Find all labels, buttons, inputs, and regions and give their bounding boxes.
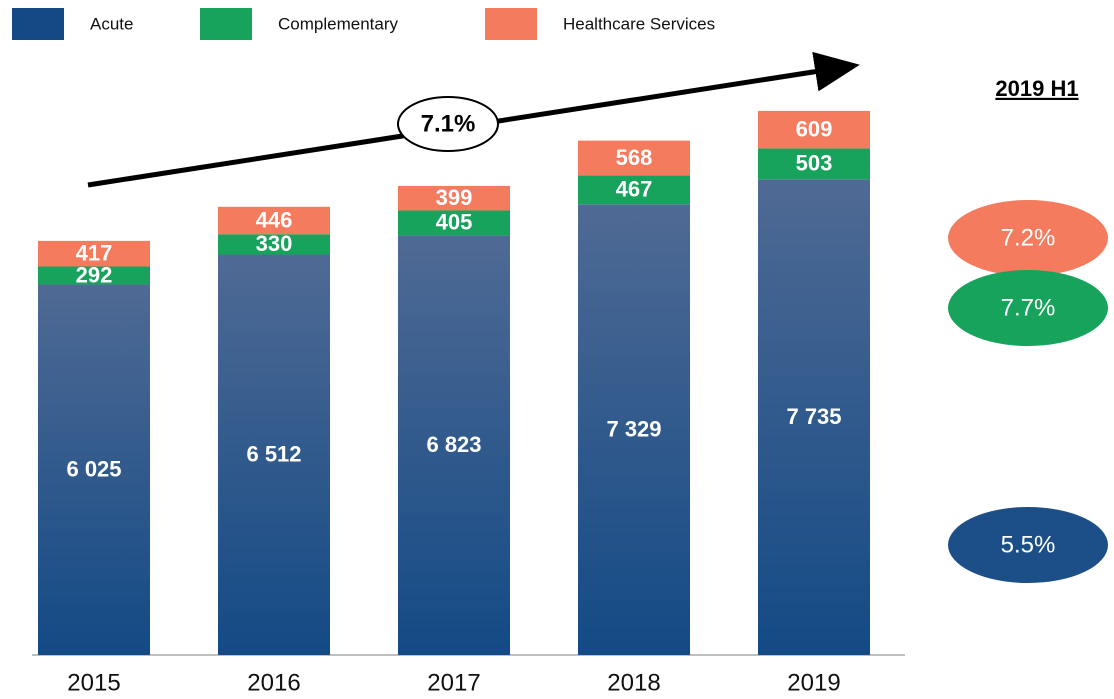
bar-segment [398, 185, 510, 211]
bar-segment [398, 235, 510, 655]
bar-segment [38, 284, 150, 655]
bar-segment [578, 175, 690, 205]
bar-segment [758, 148, 870, 180]
data-label: 6 823 [426, 432, 481, 457]
x-tick-label: 2018 [607, 669, 660, 696]
growth-label: 7.7% [1001, 294, 1056, 321]
growth-badge [948, 200, 1108, 276]
data-label: 446 [256, 207, 293, 232]
data-label: 399 [436, 185, 473, 210]
bar-segment [758, 110, 870, 149]
legend-label: Acute [90, 14, 133, 33]
bar-segment [38, 266, 150, 285]
legend-label: Healthcare Services [563, 14, 715, 33]
data-label: 568 [616, 145, 653, 170]
data-label: 503 [796, 151, 833, 176]
growth-badge [948, 270, 1108, 346]
data-label: 609 [796, 116, 833, 141]
growth-badge [948, 507, 1108, 583]
data-label: 417 [76, 240, 113, 265]
data-label: 405 [436, 210, 473, 235]
legend-swatch [485, 8, 537, 40]
bar-segment [218, 254, 330, 655]
data-label: 330 [256, 231, 293, 256]
bar-segment [758, 179, 870, 656]
x-tick-label: 2015 [67, 669, 120, 696]
legend-label: Complementary [278, 14, 398, 33]
data-label: 6 025 [66, 457, 121, 482]
x-tick-label: 2016 [247, 669, 300, 696]
legend-swatch [200, 8, 252, 40]
growth-label: 5.5% [1001, 531, 1056, 558]
data-label: 467 [616, 177, 653, 202]
legend-swatch [12, 8, 64, 40]
x-tick-label: 2017 [427, 669, 480, 696]
x-tick-label: 2019 [787, 669, 840, 696]
data-label: 6 512 [246, 442, 301, 467]
bar-segment [578, 140, 690, 176]
cagr-label: 7.1% [421, 110, 476, 137]
bar-segment [38, 240, 150, 267]
bar-segment [578, 204, 690, 656]
cagr-ellipse [397, 96, 499, 152]
bar-segment [218, 206, 330, 235]
side-title: 2019 H1 [995, 76, 1078, 101]
bar-segment [218, 234, 330, 255]
data-label: 7 735 [786, 404, 841, 429]
bar-segment [398, 210, 510, 236]
growth-label: 7.2% [1001, 224, 1056, 251]
data-label: 7 329 [606, 416, 661, 441]
